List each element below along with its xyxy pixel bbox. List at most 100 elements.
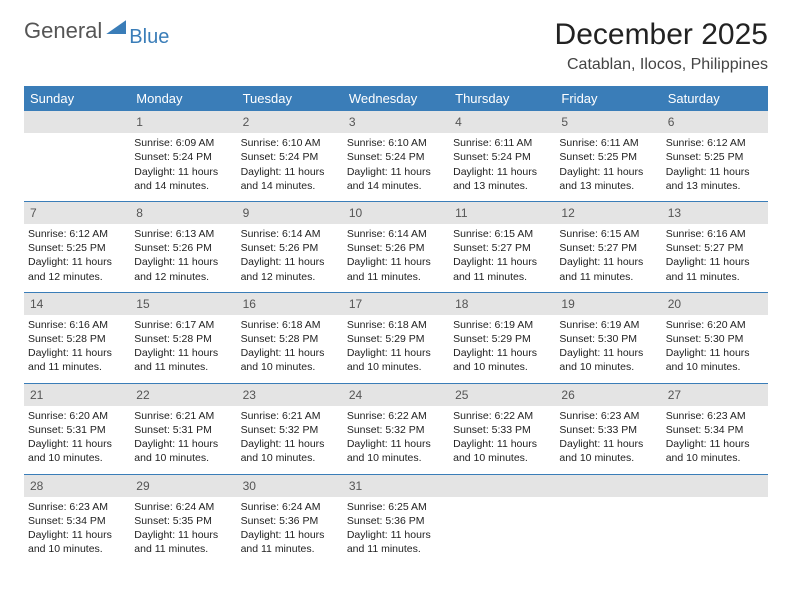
sunrise-text: Sunrise: 6:10 AM	[241, 136, 339, 150]
day-number: 27	[662, 384, 768, 406]
sunrise-text: Sunrise: 6:22 AM	[347, 409, 445, 423]
day-number-row: 21222324252627	[24, 384, 768, 406]
day-header: Tuesday	[237, 86, 343, 111]
daylight-text: Daylight: 11 hours and 11 minutes.	[666, 255, 764, 283]
day-cell: Sunrise: 6:18 AMSunset: 5:28 PMDaylight:…	[237, 315, 343, 383]
day-number: 14	[24, 293, 130, 315]
sunset-text: Sunset: 5:29 PM	[347, 332, 445, 346]
day-header: Thursday	[449, 86, 555, 111]
sunset-text: Sunset: 5:27 PM	[666, 241, 764, 255]
sunset-text: Sunset: 5:34 PM	[28, 514, 126, 528]
sunrise-text: Sunrise: 6:15 AM	[559, 227, 657, 241]
day-number-row: 78910111213	[24, 202, 768, 224]
day-cell	[24, 133, 130, 201]
day-cell: Sunrise: 6:12 AMSunset: 5:25 PMDaylight:…	[662, 133, 768, 201]
sunrise-text: Sunrise: 6:16 AM	[28, 318, 126, 332]
day-number: 7	[24, 202, 130, 224]
daylight-text: Daylight: 11 hours and 11 minutes.	[559, 255, 657, 283]
sunset-text: Sunset: 5:33 PM	[453, 423, 551, 437]
daylight-text: Daylight: 11 hours and 10 minutes.	[453, 437, 551, 465]
calendar-body: 123456Sunrise: 6:09 AMSunset: 5:24 PMDay…	[24, 111, 768, 564]
day-number: 19	[555, 293, 661, 315]
sunset-text: Sunset: 5:36 PM	[241, 514, 339, 528]
sunrise-text: Sunrise: 6:23 AM	[559, 409, 657, 423]
day-number	[449, 475, 555, 497]
sunset-text: Sunset: 5:24 PM	[241, 150, 339, 164]
day-cell: Sunrise: 6:10 AMSunset: 5:24 PMDaylight:…	[237, 133, 343, 201]
sunrise-text: Sunrise: 6:22 AM	[453, 409, 551, 423]
sunrise-text: Sunrise: 6:15 AM	[453, 227, 551, 241]
day-number: 22	[130, 384, 236, 406]
day-number: 17	[343, 293, 449, 315]
sunrise-text: Sunrise: 6:23 AM	[666, 409, 764, 423]
day-number: 15	[130, 293, 236, 315]
day-cell: Sunrise: 6:14 AMSunset: 5:26 PMDaylight:…	[343, 224, 449, 292]
day-cell: Sunrise: 6:19 AMSunset: 5:29 PMDaylight:…	[449, 315, 555, 383]
daylight-text: Daylight: 11 hours and 11 minutes.	[28, 346, 126, 374]
day-number	[24, 111, 130, 133]
sunset-text: Sunset: 5:26 PM	[347, 241, 445, 255]
daylight-text: Daylight: 11 hours and 10 minutes.	[559, 437, 657, 465]
day-cell: Sunrise: 6:09 AMSunset: 5:24 PMDaylight:…	[130, 133, 236, 201]
daylight-text: Daylight: 11 hours and 14 minutes.	[134, 165, 232, 193]
sunset-text: Sunset: 5:26 PM	[241, 241, 339, 255]
day-header: Saturday	[662, 86, 768, 111]
day-number: 16	[237, 293, 343, 315]
day-number: 11	[449, 202, 555, 224]
sunrise-text: Sunrise: 6:18 AM	[241, 318, 339, 332]
day-content-row: Sunrise: 6:20 AMSunset: 5:31 PMDaylight:…	[24, 406, 768, 474]
daylight-text: Daylight: 11 hours and 12 minutes.	[241, 255, 339, 283]
day-cell: Sunrise: 6:17 AMSunset: 5:28 PMDaylight:…	[130, 315, 236, 383]
day-cell: Sunrise: 6:16 AMSunset: 5:27 PMDaylight:…	[662, 224, 768, 292]
brand-part1: General	[24, 18, 102, 44]
day-number: 26	[555, 384, 661, 406]
day-number: 21	[24, 384, 130, 406]
daylight-text: Daylight: 11 hours and 14 minutes.	[347, 165, 445, 193]
sunrise-text: Sunrise: 6:19 AM	[559, 318, 657, 332]
day-cell: Sunrise: 6:11 AMSunset: 5:25 PMDaylight:…	[555, 133, 661, 201]
day-cell: Sunrise: 6:21 AMSunset: 5:31 PMDaylight:…	[130, 406, 236, 474]
daylight-text: Daylight: 11 hours and 13 minutes.	[559, 165, 657, 193]
sunset-text: Sunset: 5:30 PM	[559, 332, 657, 346]
sunrise-text: Sunrise: 6:12 AM	[28, 227, 126, 241]
day-number: 25	[449, 384, 555, 406]
day-content-row: Sunrise: 6:09 AMSunset: 5:24 PMDaylight:…	[24, 133, 768, 201]
day-header-row: Sunday Monday Tuesday Wednesday Thursday…	[24, 86, 768, 111]
day-cell: Sunrise: 6:13 AMSunset: 5:26 PMDaylight:…	[130, 224, 236, 292]
day-number-row: 14151617181920	[24, 293, 768, 315]
daylight-text: Daylight: 11 hours and 13 minutes.	[666, 165, 764, 193]
daylight-text: Daylight: 11 hours and 10 minutes.	[134, 437, 232, 465]
day-number: 29	[130, 475, 236, 497]
sunrise-text: Sunrise: 6:14 AM	[347, 227, 445, 241]
day-cell: Sunrise: 6:23 AMSunset: 5:34 PMDaylight:…	[24, 497, 130, 565]
sunrise-text: Sunrise: 6:18 AM	[347, 318, 445, 332]
day-cell: Sunrise: 6:22 AMSunset: 5:33 PMDaylight:…	[449, 406, 555, 474]
sunset-text: Sunset: 5:30 PM	[666, 332, 764, 346]
sunset-text: Sunset: 5:34 PM	[666, 423, 764, 437]
day-number: 31	[343, 475, 449, 497]
sunset-text: Sunset: 5:25 PM	[666, 150, 764, 164]
sunrise-text: Sunrise: 6:16 AM	[666, 227, 764, 241]
sunrise-text: Sunrise: 6:12 AM	[666, 136, 764, 150]
sunset-text: Sunset: 5:24 PM	[134, 150, 232, 164]
sunset-text: Sunset: 5:36 PM	[347, 514, 445, 528]
day-number: 8	[130, 202, 236, 224]
sunset-text: Sunset: 5:28 PM	[28, 332, 126, 346]
sunset-text: Sunset: 5:28 PM	[134, 332, 232, 346]
sunrise-text: Sunrise: 6:13 AM	[134, 227, 232, 241]
daylight-text: Daylight: 11 hours and 12 minutes.	[134, 255, 232, 283]
daylight-text: Daylight: 11 hours and 10 minutes.	[28, 528, 126, 556]
sunrise-text: Sunrise: 6:24 AM	[241, 500, 339, 514]
day-header: Wednesday	[343, 86, 449, 111]
brand-logo: General Blue	[24, 18, 169, 44]
sunrise-text: Sunrise: 6:21 AM	[134, 409, 232, 423]
sunset-text: Sunset: 5:26 PM	[134, 241, 232, 255]
day-cell: Sunrise: 6:24 AMSunset: 5:36 PMDaylight:…	[237, 497, 343, 565]
daylight-text: Daylight: 11 hours and 10 minutes.	[347, 437, 445, 465]
daylight-text: Daylight: 11 hours and 10 minutes.	[666, 346, 764, 374]
daylight-text: Daylight: 11 hours and 11 minutes.	[241, 528, 339, 556]
day-number: 10	[343, 202, 449, 224]
daylight-text: Daylight: 11 hours and 11 minutes.	[134, 346, 232, 374]
sunrise-text: Sunrise: 6:19 AM	[453, 318, 551, 332]
page-header: General Blue December 2025 Catablan, Ilo…	[24, 18, 768, 74]
